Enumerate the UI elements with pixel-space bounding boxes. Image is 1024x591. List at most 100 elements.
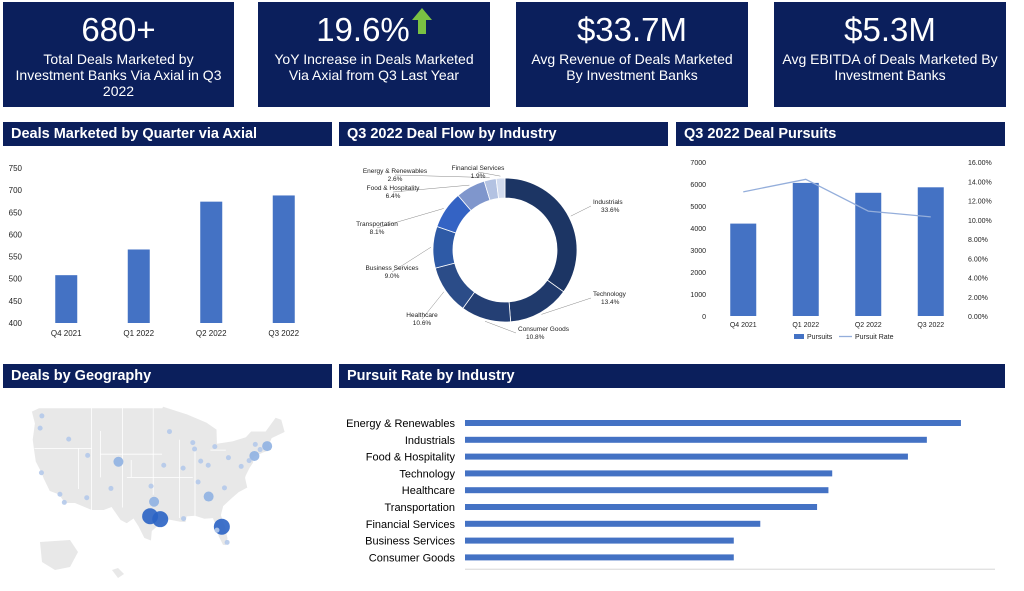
- geo-point: [166, 429, 172, 435]
- slice-value-label: 2.6%: [388, 176, 403, 183]
- slice-value-label: 10.6%: [413, 320, 432, 327]
- y-tick-label: 400: [9, 319, 23, 328]
- slice-label: Industrials: [593, 199, 623, 206]
- geo-point: [198, 458, 204, 464]
- pursuit-rate-chart: Energy & Renewables Industrials Food & Hos…: [346, 418, 1014, 591]
- geo-point: [190, 440, 196, 446]
- leader-line: [391, 246, 432, 273]
- kpi-value: 680+: [81, 11, 156, 48]
- bar: [465, 520, 761, 527]
- donut-slice: [504, 177, 578, 293]
- header-deals-by-quarter: Deals Marketed by Quarter via Axial: [3, 122, 332, 146]
- us-outline: [30, 405, 286, 547]
- x-tick-label: Q3 2022: [917, 322, 944, 329]
- legend-label: Pursuit Rate: [855, 334, 894, 341]
- bar: [127, 249, 150, 323]
- x-tick-label: Q2 2022: [855, 322, 882, 329]
- leader-line: [484, 321, 517, 334]
- leader-line: [421, 291, 445, 320]
- geo-point: [249, 450, 260, 461]
- geo-point: [262, 441, 273, 452]
- slice-value-label: 8.1%: [370, 229, 385, 236]
- category-label: Industrials: [405, 435, 456, 447]
- slice-label: Financial Services: [452, 165, 505, 172]
- geo-point: [38, 470, 44, 476]
- geo-point: [148, 483, 154, 489]
- geo-point: [203, 491, 214, 502]
- geo-point: [195, 479, 201, 485]
- bar: [465, 554, 734, 561]
- geo-point: [152, 511, 169, 528]
- bar: [272, 195, 295, 323]
- y2-tick-label: 4.00%: [968, 276, 988, 283]
- header-deal-pursuits: Q3 2022 Deal Pursuits: [676, 122, 1005, 146]
- y-tick-label: 7000: [690, 160, 706, 167]
- category-label: Energy & Renewables: [346, 418, 455, 430]
- bar: [465, 487, 829, 494]
- bar: [465, 537, 734, 544]
- kpi-description: Total Deals Marketed by Investment Banks…: [15, 51, 222, 99]
- deals-by-quarter-chart: 400 450 500 550 600 650 700 750 Q4 2021 Q1 2022 Q2…: [9, 164, 300, 338]
- slice-label: Energy & Renewables: [363, 168, 428, 175]
- slice-value-label: 13.4%: [601, 299, 620, 306]
- leader-line: [394, 174, 490, 178]
- geo-point: [85, 452, 91, 458]
- kpi-description: Avg Revenue of Deals Marketed By Investm…: [531, 51, 733, 83]
- geo-point: [84, 495, 90, 501]
- slice-value-label: 33.6%: [601, 207, 620, 214]
- geo-point: [192, 446, 198, 452]
- slice-label: Transportation: [356, 221, 398, 228]
- bar: [200, 201, 223, 323]
- leader-line: [376, 208, 444, 229]
- x-tick-label: Q3 2022: [268, 329, 299, 338]
- kpi-value: $5.3M: [844, 11, 936, 48]
- kpi-avg-revenue: $33.7M Avg Revenue of Deals Marketed By …: [516, 2, 748, 107]
- slice-label: Food & Hospitality: [367, 185, 420, 192]
- y2-tick-label: 0.00%: [968, 314, 988, 321]
- deal-pursuits-chart: 0 1000 2000 3000 4000 5000 6000 7000 0.00% 2.00% 4…: [690, 160, 992, 341]
- y-tick-label: 4000: [690, 226, 706, 233]
- y-tick-label: 750: [9, 164, 23, 173]
- kpi-description: YoY Increase in Deals Marketed Via Axial…: [274, 51, 474, 83]
- geo-point: [214, 527, 220, 533]
- up-arrow-icon: [411, 8, 432, 34]
- category-label: Food & Hospitality: [366, 452, 456, 464]
- slice-label: Healthcare: [406, 312, 438, 319]
- y-tick-label: 500: [9, 275, 23, 284]
- geo-point: [224, 539, 230, 545]
- slice-value-label: 6.4%: [386, 193, 401, 200]
- geo-point: [108, 485, 114, 491]
- geo-point: [113, 456, 124, 467]
- y2-tick-label: 8.00%: [968, 237, 988, 244]
- y-tick-label: 0: [702, 314, 706, 321]
- kpi-value: $33.7M: [576, 11, 688, 48]
- x-tick-label: Q1 2022: [123, 329, 154, 338]
- kpi-avg-ebitda: $5.3M Avg EBITDA of Deals Marketed By In…: [774, 2, 1006, 107]
- legend-swatch-pursuits: [794, 334, 804, 339]
- y2-tick-label: 16.00%: [968, 160, 992, 167]
- leader-line: [477, 171, 501, 177]
- geo-point: [252, 441, 258, 447]
- y2-tick-label: 12.00%: [968, 199, 992, 206]
- header-deal-flow: Q3 2022 Deal Flow by Industry: [339, 122, 668, 146]
- geo-point: [212, 444, 218, 450]
- bar: [55, 275, 78, 323]
- donut-slice: [432, 225, 457, 269]
- geo-point: [181, 516, 187, 522]
- y-tick-label: 6000: [690, 182, 706, 189]
- y2-tick-label: 6.00%: [968, 256, 988, 263]
- x-tick-label: Q4 2021: [51, 329, 82, 338]
- geo-point: [221, 485, 227, 491]
- leader-line: [570, 205, 592, 217]
- geo-point: [57, 491, 63, 497]
- donut-slice: [508, 279, 565, 323]
- geo-point: [257, 447, 263, 453]
- geo-point: [205, 462, 211, 468]
- slice-value-label: 1.9%: [471, 173, 486, 180]
- geo-point: [61, 499, 67, 505]
- y-tick-label: 5000: [690, 204, 706, 211]
- geo-point: [180, 465, 186, 471]
- bar: [465, 436, 927, 443]
- bar: [730, 223, 757, 316]
